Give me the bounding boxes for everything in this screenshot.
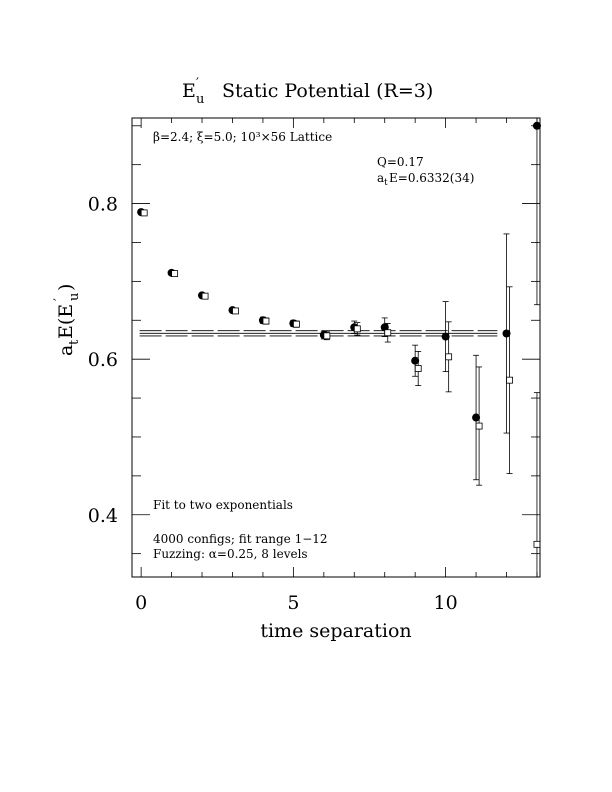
point-square [232, 307, 239, 315]
point-circle [472, 413, 481, 422]
fit-value-t-subscript: t [384, 178, 388, 188]
point-circle [441, 332, 450, 341]
fit-value-rest: E=0.6332(34) [389, 171, 474, 185]
fit-value-a: a [377, 171, 384, 185]
point-circle [502, 329, 511, 338]
ylabel-close: ) [55, 284, 77, 291]
fit-band [139, 330, 498, 337]
axis-ticks: 0 5 10 0.4 0.6 0.8 [88, 118, 540, 614]
x-tick-label: 0 [135, 592, 147, 614]
plot-border [131, 117, 541, 578]
point-square [262, 317, 270, 325]
fit-type-annotation: Fit to two exponentials [153, 498, 293, 512]
y-axis-label: a t E(E ′ u ) [52, 284, 82, 356]
y-tick-label: 0.4 [88, 505, 118, 527]
title-rest: Static Potential (R=3) [222, 80, 433, 102]
point-square [353, 325, 361, 333]
title-prime: ′ [196, 76, 199, 91]
point-circle [411, 356, 420, 365]
q-annotation: Q=0.17 [377, 155, 424, 169]
x-tick-label: 5 [287, 592, 299, 614]
ylabel-a: a [55, 345, 77, 356]
ylabel-t-subscript: t [67, 339, 82, 345]
y-tick-label: 0.8 [88, 194, 118, 216]
plot-frame [131, 117, 541, 578]
point-square [445, 353, 453, 361]
point-square [140, 209, 148, 217]
x-axis-label: time separation [260, 620, 411, 642]
data-points [137, 117, 541, 578]
point-square [475, 422, 483, 430]
point-square [293, 320, 300, 328]
point-circle [532, 121, 541, 130]
ylabel-prime: ′ [52, 298, 67, 301]
annotations: β=2.4; ξ=5.0; 10³×56 Lattice Q=0.17 a t … [153, 130, 474, 561]
y-tick-label: 0.6 [88, 349, 118, 371]
title-subscript: u [196, 92, 204, 107]
configs-annotation: 4000 configs; fit range 1−12 [153, 532, 328, 546]
lattice-annotation: β=2.4; ξ=5.0; 10³×56 Lattice [153, 130, 332, 144]
ylabel-energy: E(E [55, 304, 77, 339]
title-main: E [182, 80, 196, 102]
point-square [201, 292, 209, 300]
point-square [171, 270, 179, 277]
point-square [506, 376, 513, 384]
point-square [533, 540, 541, 548]
ylabel-u-subscript: u [67, 293, 82, 301]
point-circle [380, 323, 389, 332]
point-square [384, 329, 392, 337]
x-tick-label: 10 [434, 592, 458, 614]
fuzzing-annotation: Fuzzing: α=0.25, 8 levels [153, 547, 308, 561]
point-square [323, 332, 331, 340]
chart-title: E ′ u Static Potential (R=3) [182, 76, 433, 107]
point-square [414, 365, 422, 372]
